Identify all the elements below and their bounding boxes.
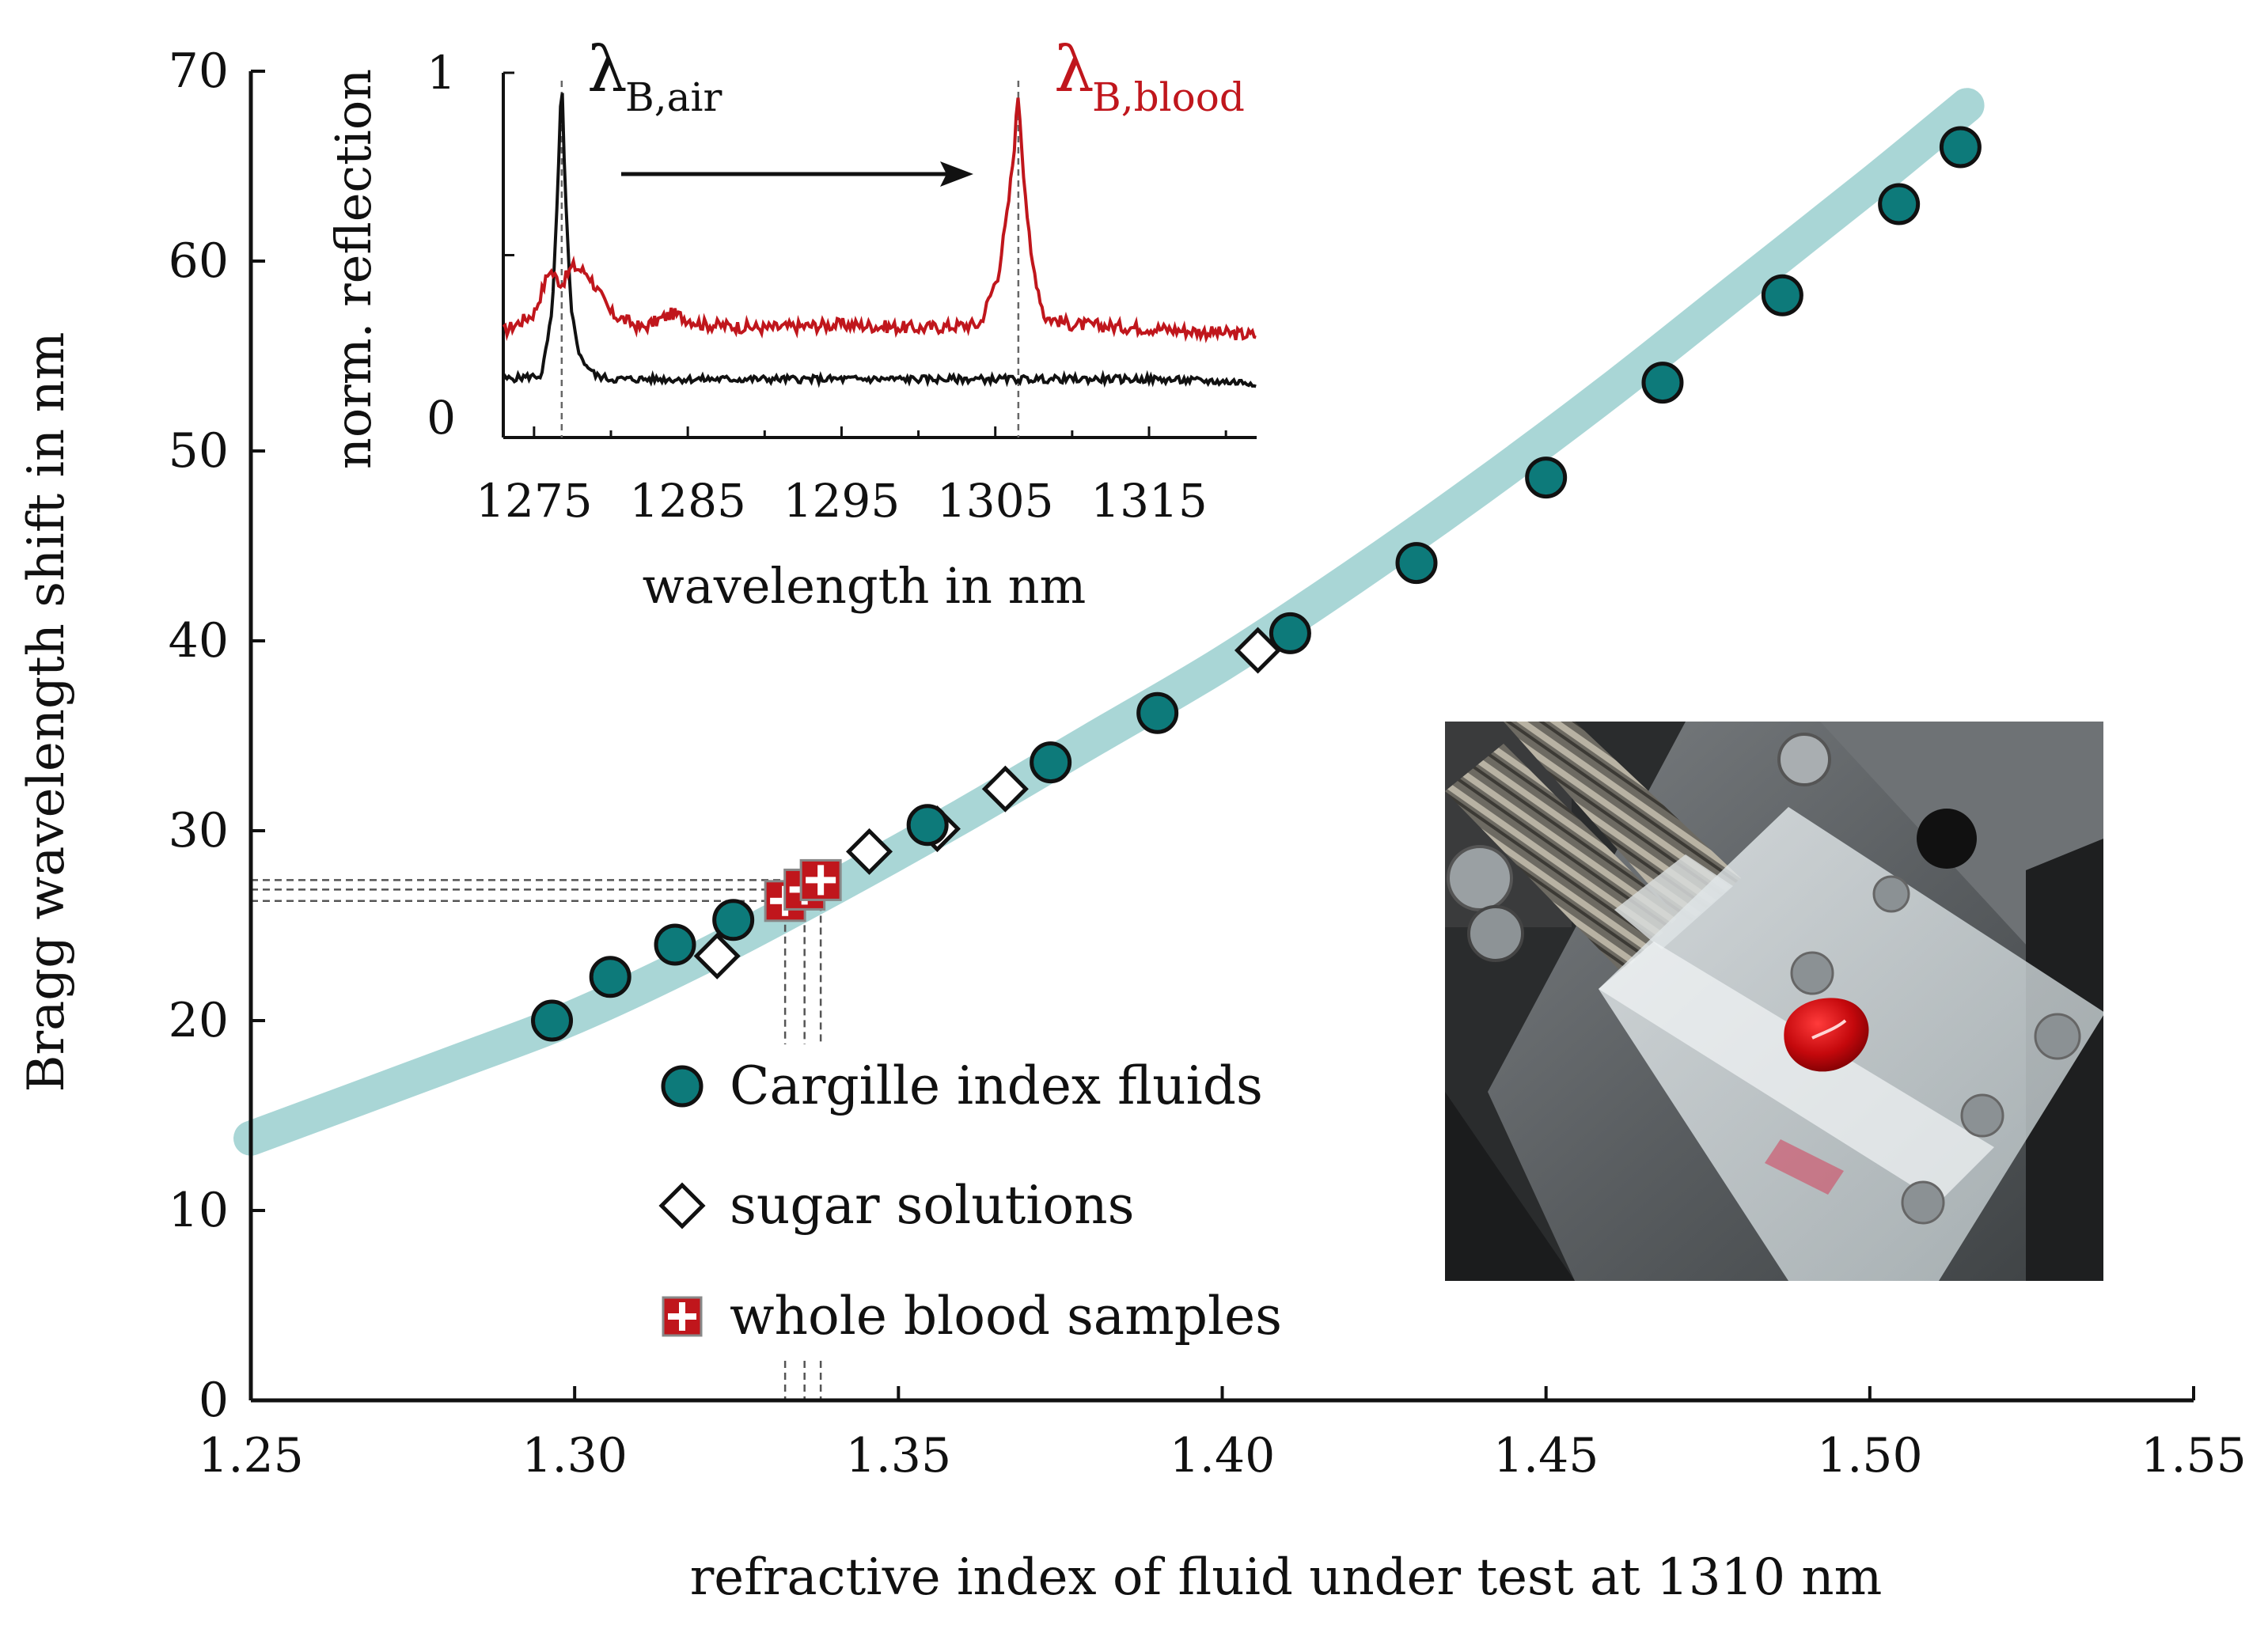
inset-x-tick-label: 1275	[476, 474, 593, 528]
legend-marker-sugar	[658, 1182, 706, 1229]
cargille-point	[1395, 542, 1438, 585]
legend-marker-blood	[662, 1296, 703, 1337]
peak-label-air-sub: B,air	[625, 74, 722, 120]
inset-y-ticks: 01	[427, 46, 514, 445]
cargille-point	[1939, 126, 1982, 169]
cargille-point	[1878, 183, 1921, 225]
cargille-point	[906, 804, 949, 847]
inset-x-tick-label: 1315	[1090, 474, 1208, 528]
cargille-point	[1641, 362, 1684, 404]
y-tick-label: 0	[199, 1373, 229, 1428]
inset-y-tick-label: 0	[427, 391, 456, 445]
inset-x-tick-label: 1285	[629, 474, 746, 528]
peak-label-air-symbol: λ	[587, 32, 628, 106]
sugar-point	[981, 765, 1029, 813]
blood-point	[799, 858, 842, 901]
legend-label-cargille: Cargille index fluids	[730, 1055, 1263, 1116]
peak-label-air: λ B,air	[587, 32, 722, 120]
inset-x-title: wavelength in nm	[643, 557, 1087, 615]
cargille-point	[1030, 741, 1072, 784]
inset-y-tick-label: 1	[427, 46, 456, 100]
y-tick-label: 40	[169, 613, 229, 669]
legend-label-sugar: sugar solutions	[730, 1175, 1134, 1236]
cargille-point	[654, 923, 696, 966]
x-tick-label: 1.45	[1493, 1428, 1599, 1483]
cargille-point	[589, 956, 631, 998]
setup-photo	[1445, 722, 2103, 1281]
inset-y-title: norm. reflection	[324, 69, 382, 469]
inset-x-tick-label: 1295	[783, 474, 901, 528]
y-tick-label: 50	[169, 423, 229, 479]
legend-marker-cargille	[661, 1065, 704, 1108]
main-points	[531, 126, 1982, 1042]
x-tick-label: 1.30	[521, 1428, 628, 1483]
y-tick-label: 60	[169, 233, 229, 289]
cargille-point	[1761, 274, 1803, 316]
x-tick-label: 1.25	[198, 1428, 304, 1483]
y-tick-label: 20	[169, 993, 229, 1048]
cargille-point	[712, 899, 755, 941]
x-axis-title: refractive index of fluid under test at …	[690, 1548, 1883, 1607]
legend-label-blood: whole blood samples	[730, 1286, 1282, 1347]
shift-arrow	[621, 161, 973, 187]
inset-series-blood	[502, 97, 1257, 343]
guide-lines	[251, 879, 822, 1400]
legend: Cargille index fluids sugar solutions wh…	[658, 1055, 1282, 1347]
cargille-point	[1136, 691, 1179, 734]
peak-label-blood-sub: B,blood	[1092, 74, 1245, 120]
sugar-point	[693, 932, 741, 979]
y-tick-label: 30	[169, 803, 229, 858]
main-chart: 1.25 1.30 1.35 1.40 1.45 1.50 1.55 01020304050…	[17, 44, 2247, 1607]
main-x-ticks: 1.25 1.30 1.35 1.40 1.45 1.50 1.55	[198, 1386, 2247, 1483]
cargille-point	[1525, 456, 1568, 499]
cargille-point	[531, 999, 574, 1042]
x-tick-label: 1.50	[1817, 1428, 1923, 1483]
peak-label-blood: λ B,blood	[1054, 32, 1245, 120]
x-tick-label: 1.40	[1170, 1428, 1276, 1483]
inset-x-ticks: 1275 1285 1295 1305 1315	[476, 426, 1227, 528]
y-tick-label: 10	[169, 1183, 229, 1238]
peak-label-blood-symbol: λ	[1054, 32, 1094, 106]
inset-chart: 1275 1285 1295 1305 1315 01 wavelength in nm…	[324, 32, 1257, 615]
sugar-point	[1234, 627, 1282, 674]
cargille-point	[1269, 612, 1311, 654]
sugar-point	[845, 828, 893, 875]
main-y-ticks: 0 10 20 30 40 50 60 70	[169, 44, 265, 1428]
y-axis-title: Bragg wavelength shift in nm	[17, 331, 76, 1092]
x-tick-label: 1.35	[846, 1428, 952, 1483]
inset-x-tick-label: 1305	[937, 474, 1054, 528]
inset-series-air	[502, 93, 1257, 388]
inset-peak-markers	[560, 81, 1020, 438]
y-tick-label: 70	[169, 44, 229, 99]
x-tick-label: 1.55	[2141, 1428, 2247, 1483]
